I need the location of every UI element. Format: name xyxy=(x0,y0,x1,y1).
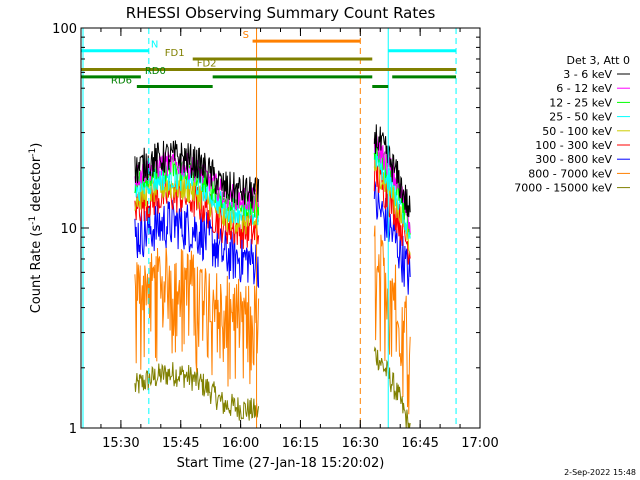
legend-label: 7000 - 15000 keV xyxy=(514,182,612,195)
x-tick-label: 16:15 xyxy=(282,436,319,451)
y-axis-label-mid: detector xyxy=(29,156,44,216)
series-trace xyxy=(134,362,260,421)
legend-label: 25 - 50 keV xyxy=(549,111,612,124)
x-tick-label: 16:00 xyxy=(222,436,259,451)
legend-label: 12 - 25 keV xyxy=(549,96,612,109)
series-trace xyxy=(134,170,260,235)
flag-label-s: S xyxy=(243,30,249,41)
series-trace xyxy=(373,124,411,218)
series-trace xyxy=(134,199,260,288)
flag-label-rd6: RD6 xyxy=(111,75,132,86)
date-stamp: 2-Sep-2022 15:48 xyxy=(564,468,636,477)
legend-label: 100 - 300 keV xyxy=(535,139,612,152)
flag-label-fd2: FD2 xyxy=(197,59,217,70)
x-tick-label: 16:30 xyxy=(342,436,379,451)
series-trace xyxy=(134,245,260,387)
y-axis-label-sup1: -1 xyxy=(28,216,38,225)
x-tick-label: 17:00 xyxy=(461,436,498,451)
legend-label: 50 - 100 keV xyxy=(542,125,612,138)
data-traces xyxy=(134,124,411,429)
series-trace xyxy=(373,346,411,429)
flag-label-fd1: FD1 xyxy=(165,48,185,59)
legend-title: Det 3, Att 0 xyxy=(567,54,631,67)
y-tick-label: 10 xyxy=(60,222,77,237)
y-tick-label: 100 xyxy=(52,22,77,37)
series-trace xyxy=(373,225,411,415)
x-tick-label: 16:45 xyxy=(401,436,438,451)
flag-label-n: N xyxy=(151,40,158,51)
legend-label: 300 - 800 keV xyxy=(535,153,612,166)
y-axis-label-sup2: -1 xyxy=(28,148,38,157)
flag-label-rd0: RD0 xyxy=(145,66,166,77)
x-tick-label: 15:30 xyxy=(102,436,139,451)
y-axis-label-end: ) xyxy=(29,143,44,148)
chart-title: RHESSI Observing Summary Count Rates xyxy=(126,4,436,22)
series-trace xyxy=(134,140,260,209)
series-trace xyxy=(373,181,411,295)
axes: 15:30 15:45 16:00 16:15 16:30 16:45 17:00 1 10 10… xyxy=(52,22,499,451)
legend-label: 6 - 12 keV xyxy=(556,82,612,95)
x-tick-label: 15:45 xyxy=(162,436,199,451)
y-axis-label: Count Rate (s-1 detector-1) xyxy=(28,143,44,314)
legend-label: 3 - 6 keV xyxy=(563,68,612,81)
y-tick-label: 1 xyxy=(69,422,77,437)
flag-bars: N S FD1 FD2 RD0 RD6 xyxy=(81,30,457,88)
legend-label: 800 - 7000 keV xyxy=(528,167,612,180)
x-axis-label: Start Time (27-Jan-18 15:20:02) xyxy=(177,456,385,471)
y-axis-label-main: Count Rate (s xyxy=(29,225,44,314)
